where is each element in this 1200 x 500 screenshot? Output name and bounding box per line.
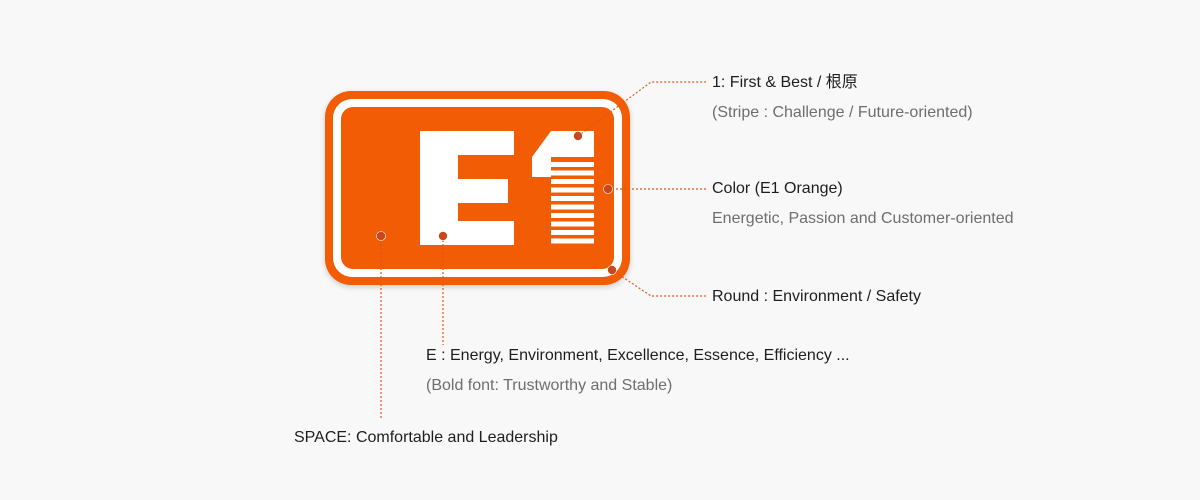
annotation-energy-title: E : Energy, Environment, Excellence, Ess… bbox=[426, 347, 850, 364]
logo-numeral-one bbox=[532, 131, 594, 177]
logo-stripe bbox=[551, 162, 594, 167]
logo-stripe bbox=[551, 238, 594, 244]
logo-stripe bbox=[551, 213, 594, 218]
logo-letters: E1 bbox=[420, 131, 594, 245]
logo-orange-panel: E1 bbox=[341, 107, 614, 269]
logo-stripes bbox=[551, 162, 594, 244]
annotation-round: Round : Environment / Safety bbox=[712, 287, 921, 307]
logo-stripe bbox=[551, 230, 594, 235]
logo-stripe bbox=[551, 170, 594, 176]
annotation-color-title: Color (E1 Orange) bbox=[712, 180, 843, 197]
logo-stripe bbox=[551, 179, 594, 184]
logo-stripe bbox=[551, 187, 594, 193]
logo-stripe bbox=[551, 204, 594, 210]
logo-stripe bbox=[551, 221, 594, 227]
annotation-color: Color (E1 Orange) Energetic, Passion and… bbox=[712, 179, 1014, 229]
e1-logo: E1 bbox=[325, 91, 630, 285]
annotation-space-title: SPACE: Comfortable and Leadership bbox=[294, 429, 558, 446]
logo-stripe bbox=[551, 196, 594, 201]
annotation-first-best: 1: First & Best / 根原 (Stripe : Challenge… bbox=[712, 73, 973, 123]
logo-letter-e bbox=[420, 131, 514, 245]
annotation-first-best-title: 1: First & Best / 根原 bbox=[712, 74, 858, 91]
connector-round bbox=[611, 269, 706, 297]
annotation-energy-subtitle: (Bold font: Trustworthy and Stable) bbox=[426, 377, 673, 394]
annotation-first-best-subtitle: (Stripe : Challenge / Future-oriented) bbox=[712, 104, 973, 121]
annotation-energy: E : Energy, Environment, Excellence, Ess… bbox=[426, 346, 850, 396]
annotation-space: SPACE: Comfortable and Leadership bbox=[294, 428, 558, 448]
annotation-color-subtitle: Energetic, Passion and Customer-oriented bbox=[712, 210, 1014, 227]
annotation-round-title: Round : Environment / Safety bbox=[712, 288, 921, 305]
